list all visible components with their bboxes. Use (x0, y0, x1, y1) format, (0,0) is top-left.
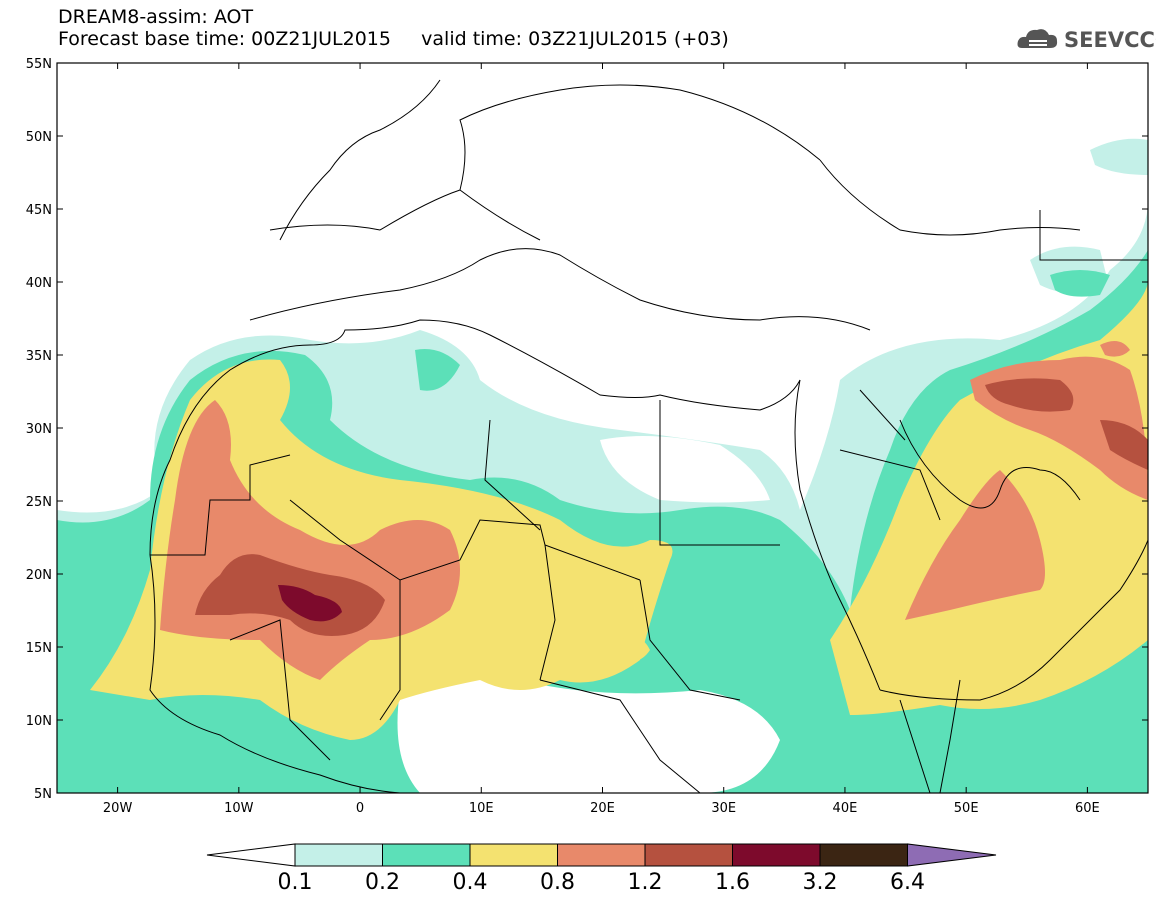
latitude-axis: 5N 10N 15N 20N 25N 30N 35N 40N 45N 50N 55N (26, 57, 1148, 802)
lon-tick-label: 30E (711, 801, 736, 816)
lat-tick-label: 10N (26, 714, 52, 729)
lat-tick-label: 40N (26, 276, 52, 291)
logo-text: SEEVCCC (1064, 28, 1156, 52)
lat-tick-label: 25N (26, 495, 52, 510)
colorbar-swatch (819, 843, 908, 867)
colorbar-level-label: 1.2 (628, 870, 663, 895)
colorbar-swatch (469, 843, 558, 867)
forecast-times: Forecast base time: 00Z21JUL2015 valid t… (58, 28, 729, 50)
lat-tick-label: 50N (26, 130, 52, 145)
colorbar-level-label: 1.6 (715, 870, 750, 895)
aot-clear-areas (397, 436, 780, 793)
aot-level-1.6 (278, 585, 342, 622)
lat-tick-label: 45N (26, 203, 52, 218)
lat-tick-label: 35N (26, 349, 52, 364)
lon-tick-label: 60E (1075, 801, 1100, 816)
colorbar-swatch (557, 843, 646, 867)
lon-tick-label: 10E (469, 801, 494, 816)
colorbar-level-label: 0.2 (365, 870, 400, 895)
lon-tick-label: 20W (103, 801, 133, 816)
coastlines-borders (149, 79, 1148, 793)
lat-tick-label: 20N (26, 568, 52, 583)
colorbar: 0.1 0.2 0.4 0.8 1.2 1.6 3.2 6.4 (206, 843, 997, 895)
lon-tick-label: 20E (590, 801, 615, 816)
product-title: DREAM8-assim: AOT (58, 6, 254, 28)
colorbar-level-label: 6.4 (890, 870, 925, 895)
lat-tick-label: 30N (26, 422, 52, 437)
lon-tick-label: 0 (356, 801, 364, 816)
colorbar-over-arrow (907, 843, 997, 867)
seevccc-logo: SEEVCCC (1016, 22, 1165, 54)
colorbar-level-label: 3.2 (803, 870, 838, 895)
lat-tick-label: 55N (26, 57, 52, 72)
colorbar-under-arrow (206, 843, 296, 867)
lat-tick-label: 5N (34, 787, 52, 802)
aot-fields (57, 138, 1148, 793)
cloud-icon (1017, 29, 1058, 48)
lon-tick-label: 40E (833, 801, 858, 816)
colorbar-level-label: 0.8 (540, 870, 575, 895)
colorbar-swatch (382, 843, 471, 867)
longitude-axis: 20W 10W 0 10E 20E 30E 40E 50E 60E (103, 63, 1100, 816)
colorbar-swatch (644, 843, 733, 867)
lon-tick-label: 50E (954, 801, 979, 816)
colorbar-level-label: 0.4 (453, 870, 488, 895)
lat-tick-label: 15N (26, 641, 52, 656)
title-block: DREAM8-assim: AOT Forecast base time: 00… (58, 6, 729, 50)
colorbar-level-label: 0.1 (278, 870, 313, 895)
colorbar-swatch (294, 843, 383, 867)
lon-tick-label: 10W (224, 801, 254, 816)
colorbar-swatch (732, 843, 821, 867)
